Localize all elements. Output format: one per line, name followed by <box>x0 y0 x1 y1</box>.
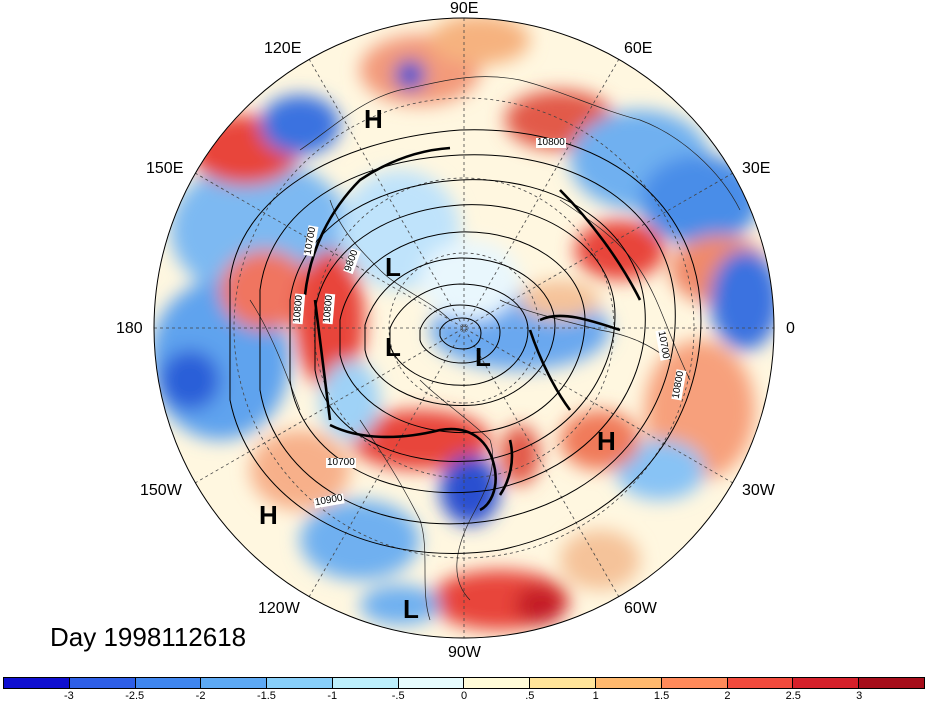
low-pressure-center: L <box>385 332 401 362</box>
graticule <box>154 18 774 638</box>
colorbar-tick-label: -.5 <box>391 690 405 702</box>
colorbar-cell <box>267 678 333 688</box>
lon-label-150w: 150W <box>140 482 182 499</box>
high-pressure-center: H <box>597 426 616 456</box>
colorbar-cell <box>398 678 465 688</box>
colorbar-tick-label: 2.5 <box>785 690 801 702</box>
colorbar-tick-label: -2 <box>195 690 206 702</box>
colorbar-tick-label: 1 <box>592 690 599 702</box>
colorbar-tick-label: 3 <box>856 690 863 702</box>
colorbar-tick-label: -3 <box>63 690 74 702</box>
colorbar-tick-label: -1.5 <box>256 690 276 702</box>
low-pressure-center: L <box>403 594 419 624</box>
colorbar <box>3 677 925 689</box>
contour-label: 10800 <box>536 137 566 148</box>
colorbar-tick-label: 0 <box>460 690 468 702</box>
colorbar-tick-label: -2.5 <box>125 690 145 702</box>
lon-label-90w: 90W <box>448 644 481 661</box>
colorbar-cell <box>464 678 531 688</box>
lon-label-150e: 150E <box>146 160 184 177</box>
contour-label: 10700 <box>326 457 356 468</box>
lon-label-90e: 90E <box>450 0 479 17</box>
colorbar-cell <box>859 678 924 688</box>
high-pressure-center: H <box>364 104 383 134</box>
lon-label-120w: 120W <box>258 600 300 617</box>
map-boundary <box>153 17 775 639</box>
low-pressure-center: L <box>385 252 401 282</box>
colorbar-tick-label: 1.5 <box>653 690 670 702</box>
colorbar-cell <box>69 678 136 688</box>
colorbar-cell <box>661 678 728 688</box>
lon-label-60w: 60W <box>624 600 657 617</box>
colorbar-tick-label: -1 <box>327 690 338 702</box>
colorbar-tick-label: .5 <box>525 690 535 702</box>
lon-label-30e: 30E <box>742 160 771 177</box>
colorbar-cell <box>332 678 399 688</box>
colorbar-cell <box>530 678 597 688</box>
low-pressure-center: L <box>475 342 491 372</box>
lon-label-60e: 60E <box>624 40 653 57</box>
high-pressure-center: H <box>259 500 278 530</box>
jet-contours <box>303 146 642 512</box>
colorbar-tick-label: 2 <box>724 690 731 702</box>
lon-label-120e: 120E <box>264 40 302 57</box>
colorbar-cell <box>596 678 662 688</box>
lon-label-0: 0 <box>786 320 795 337</box>
colorbar-cell <box>4 678 70 688</box>
colorbar-cell <box>201 678 268 688</box>
colorbar-cell <box>135 678 202 688</box>
lon-label-30w: 30W <box>742 482 775 499</box>
day-label: Day 1998112618 <box>50 622 247 652</box>
colorbar-cell <box>793 678 860 688</box>
lon-label-180: 180 <box>116 320 143 337</box>
colorbar-cell <box>727 678 794 688</box>
